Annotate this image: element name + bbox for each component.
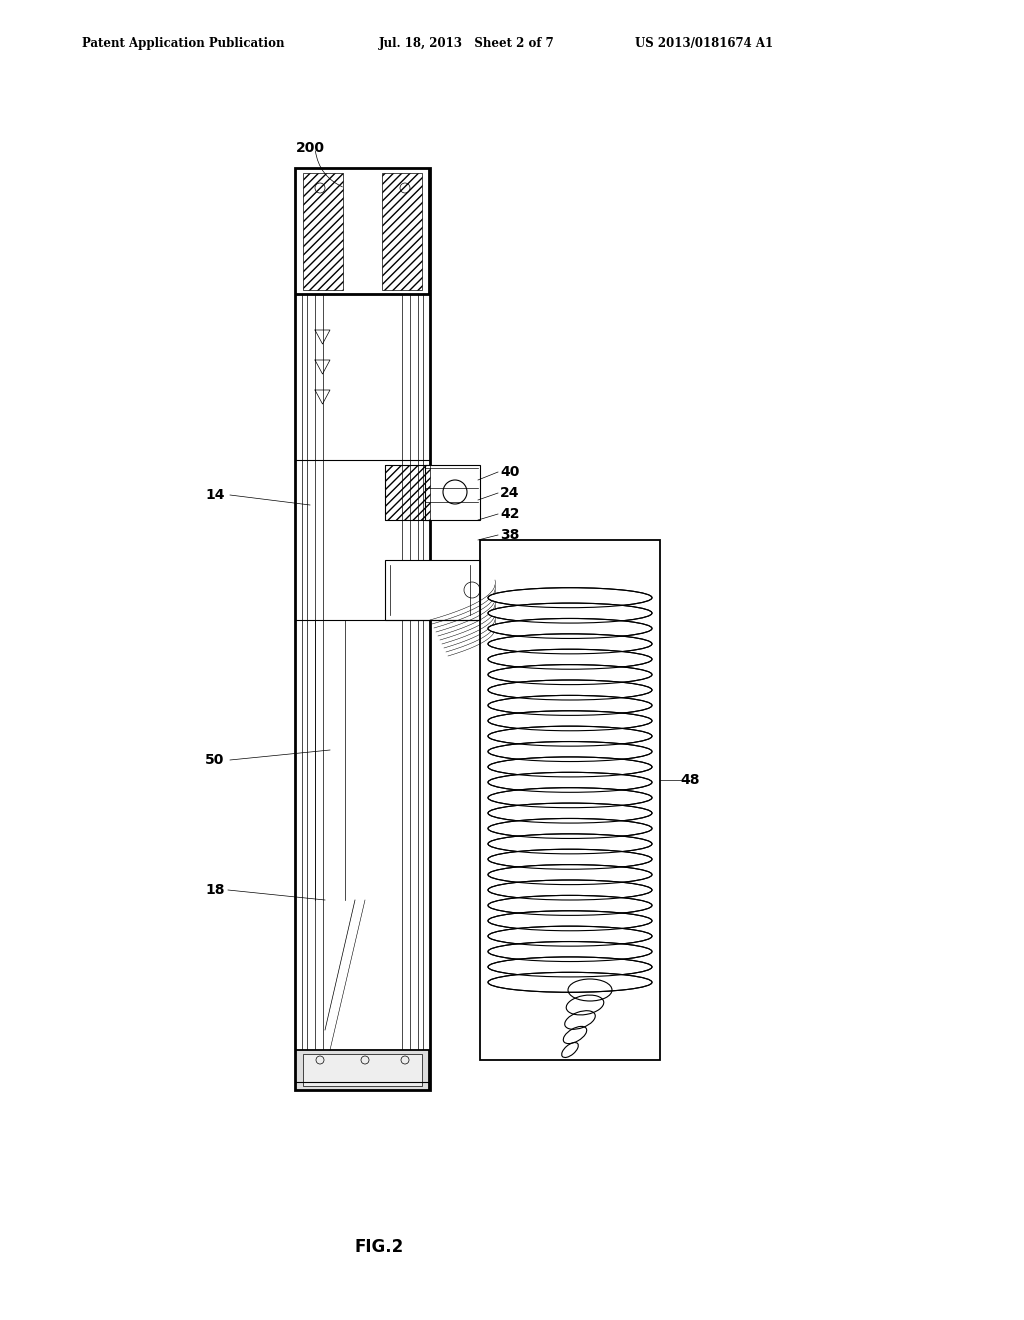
Ellipse shape	[488, 880, 652, 900]
Text: 200: 200	[296, 141, 325, 154]
Ellipse shape	[488, 649, 652, 669]
Ellipse shape	[488, 895, 652, 915]
Text: US 2013/0181674 A1: US 2013/0181674 A1	[635, 37, 773, 50]
Bar	[296, 1049, 429, 1090]
Ellipse shape	[488, 726, 652, 746]
Bar	[382, 173, 422, 290]
Text: 50: 50	[206, 752, 224, 767]
Ellipse shape	[488, 941, 652, 961]
Text: 48: 48	[680, 774, 699, 787]
Text: 38: 38	[501, 528, 520, 543]
Bar	[303, 1053, 422, 1086]
Text: Patent Application Publication: Patent Application Publication	[82, 37, 285, 50]
Text: 18: 18	[205, 883, 224, 898]
Bar	[385, 465, 430, 520]
Ellipse shape	[488, 603, 652, 623]
Ellipse shape	[488, 756, 652, 777]
Ellipse shape	[488, 818, 652, 838]
Ellipse shape	[488, 834, 652, 854]
Text: Jul. 18, 2013   Sheet 2 of 7: Jul. 18, 2013 Sheet 2 of 7	[379, 37, 555, 50]
Bar	[480, 540, 660, 1060]
Ellipse shape	[488, 772, 652, 792]
Text: 24: 24	[501, 486, 520, 500]
Ellipse shape	[488, 911, 652, 931]
Bar	[385, 465, 430, 520]
Bar	[295, 168, 430, 1090]
Bar	[310, 170, 415, 182]
Ellipse shape	[488, 865, 652, 884]
Ellipse shape	[488, 973, 652, 993]
Ellipse shape	[488, 927, 652, 946]
Bar	[425, 465, 480, 520]
Ellipse shape	[488, 680, 652, 700]
Bar	[303, 173, 343, 290]
Bar	[296, 169, 429, 294]
Ellipse shape	[488, 587, 652, 607]
Ellipse shape	[488, 849, 652, 870]
Ellipse shape	[488, 619, 652, 639]
Text: 42: 42	[501, 507, 520, 521]
Text: FIG.2: FIG.2	[354, 1238, 403, 1257]
Bar	[385, 560, 480, 620]
Ellipse shape	[488, 742, 652, 762]
Ellipse shape	[488, 664, 652, 685]
Ellipse shape	[488, 957, 652, 977]
Ellipse shape	[488, 634, 652, 653]
Ellipse shape	[488, 803, 652, 824]
Ellipse shape	[488, 696, 652, 715]
Ellipse shape	[488, 710, 652, 731]
Text: 40: 40	[501, 465, 520, 479]
Ellipse shape	[488, 788, 652, 808]
Text: 14: 14	[205, 488, 224, 502]
